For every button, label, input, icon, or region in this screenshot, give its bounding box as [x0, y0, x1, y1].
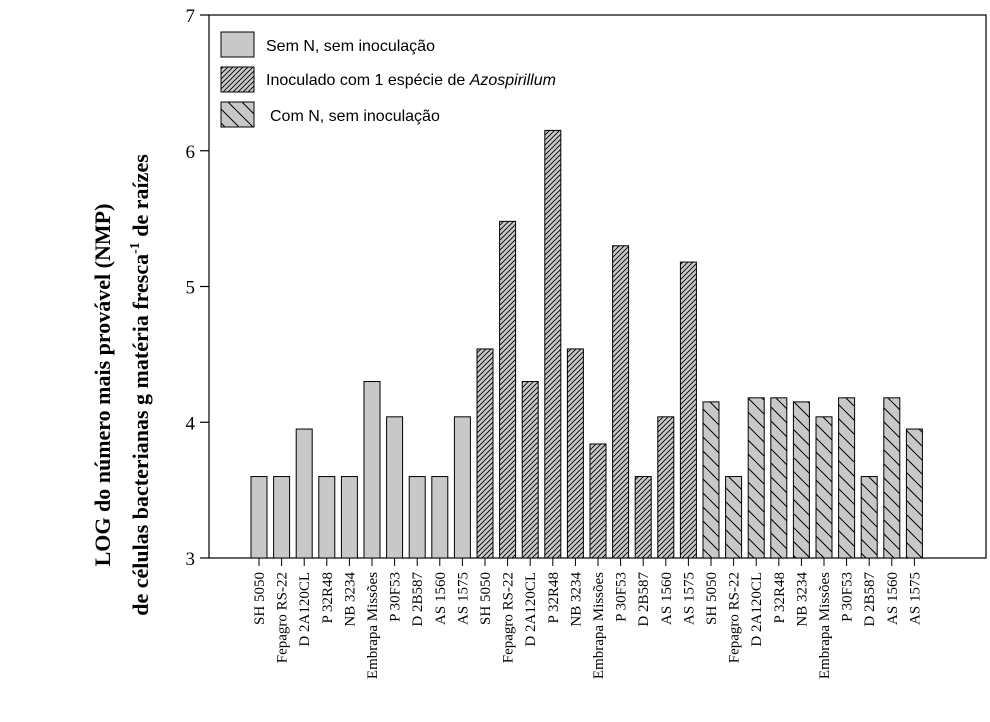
- bars-group: [250, 129, 923, 559]
- legend-swatch-solid: [220, 31, 255, 58]
- bar: [431, 476, 449, 559]
- bar: [250, 476, 268, 559]
- x-tick-label: D 2B587: [862, 572, 878, 627]
- bar: [386, 416, 404, 559]
- x-tick-label: AS 1575: [455, 572, 471, 625]
- x-tick-label: Fepagro RS-22: [727, 572, 743, 663]
- x-tick-label: Embrapa Missões: [365, 572, 381, 679]
- x-tick-label: D 2A120CL: [523, 572, 539, 647]
- legend-label-3: Com N, sem inoculação: [270, 108, 440, 125]
- x-tick-label: D 2B587: [410, 572, 426, 627]
- x-tick-label: Fepagro RS-22: [275, 572, 291, 663]
- x-tick-label: AS 1560: [433, 572, 449, 625]
- bar: [702, 401, 720, 559]
- y-tick-label: 4: [186, 413, 196, 434]
- bar: [566, 348, 584, 559]
- bar: [815, 416, 833, 559]
- x-tick-label: Embrapa Missões: [591, 572, 607, 679]
- bar: [273, 476, 291, 559]
- x-tick-label: Fepagro RS-22: [501, 572, 517, 663]
- x-tick-label: P 30F53: [388, 572, 404, 622]
- bar: [725, 476, 743, 559]
- bar: [408, 476, 426, 559]
- x-tick-label: P 32R48: [772, 572, 788, 624]
- x-tick-label: Embrapa Missões: [817, 572, 833, 679]
- bar: [612, 245, 630, 559]
- bar: [499, 220, 517, 559]
- bar: [679, 261, 697, 559]
- bar: [318, 476, 336, 559]
- bar: [544, 129, 562, 559]
- bar: [883, 397, 901, 559]
- x-tick-label: SH 5050: [252, 572, 268, 625]
- y-axis-title-line1: LOG do número mais provável (NMP): [90, 204, 115, 567]
- bar: [747, 397, 765, 559]
- x-axis: SH 5050 Fepagro RS-22 D 2A120CL P 32R48 NB 3…: [252, 558, 923, 679]
- x-tick-label: P 30F53: [614, 572, 630, 622]
- legend-label-2: Inoculado com 1 espécie de Azospirillum: [266, 72, 556, 89]
- y-tick-label: 3: [186, 549, 196, 570]
- legend-item-com-n: Com N, sem inoculação: [220, 101, 440, 128]
- legend-item-inoculado: Inoculado com 1 espécie de Azospirillum: [220, 66, 556, 93]
- x-tick-label: P 30F53: [840, 572, 856, 622]
- legend-item-sem-n: Sem N, sem inoculação: [220, 31, 435, 58]
- x-tick-label: P 32R48: [546, 572, 562, 624]
- x-tick-label: D 2A120CL: [297, 572, 313, 647]
- bar: [838, 397, 856, 559]
- x-tick-label: NB 3234: [342, 572, 358, 627]
- x-tick-label: AS 1575: [907, 572, 923, 625]
- x-tick-label: NB 3234: [794, 572, 810, 627]
- y-tick-label: 6: [186, 142, 196, 163]
- y-axis: 3 4 5 6 7: [186, 6, 209, 570]
- bar: [476, 348, 494, 559]
- x-tick-label: D 2B587: [636, 572, 652, 627]
- y-tick-label: 5: [186, 278, 196, 299]
- bar: [860, 476, 878, 559]
- x-tick-label: SH 5050: [478, 572, 494, 625]
- x-tick-label: AS 1560: [885, 572, 901, 625]
- x-tick-label: NB 3234: [568, 572, 584, 627]
- bar: [340, 476, 358, 559]
- x-tick-label: AS 1560: [659, 572, 675, 625]
- bar: [295, 428, 313, 559]
- legend-label-1: Sem N, sem inoculação: [266, 38, 435, 55]
- bar: [453, 416, 471, 559]
- y-tick-label: 7: [186, 6, 196, 27]
- x-tick-label: D 2A120CL: [749, 572, 765, 647]
- bar: [657, 416, 675, 559]
- x-tick-label: SH 5050: [704, 572, 720, 625]
- bar: [589, 443, 607, 559]
- legend-swatch-sparse: [220, 101, 255, 128]
- legend: Sem N, sem inoculação Inoculado com 1 es…: [220, 31, 556, 128]
- bar: [363, 381, 381, 559]
- x-tick-label: AS 1575: [681, 572, 697, 625]
- bar: [792, 401, 810, 559]
- bar: [521, 381, 539, 559]
- bar: [905, 428, 923, 559]
- bar: [770, 397, 788, 559]
- legend-swatch-dense: [220, 66, 255, 93]
- bar: [634, 476, 652, 559]
- x-tick-label: P 32R48: [320, 572, 336, 624]
- y-axis-title-line2: de células bacterianas g matéria fresca-…: [128, 154, 153, 616]
